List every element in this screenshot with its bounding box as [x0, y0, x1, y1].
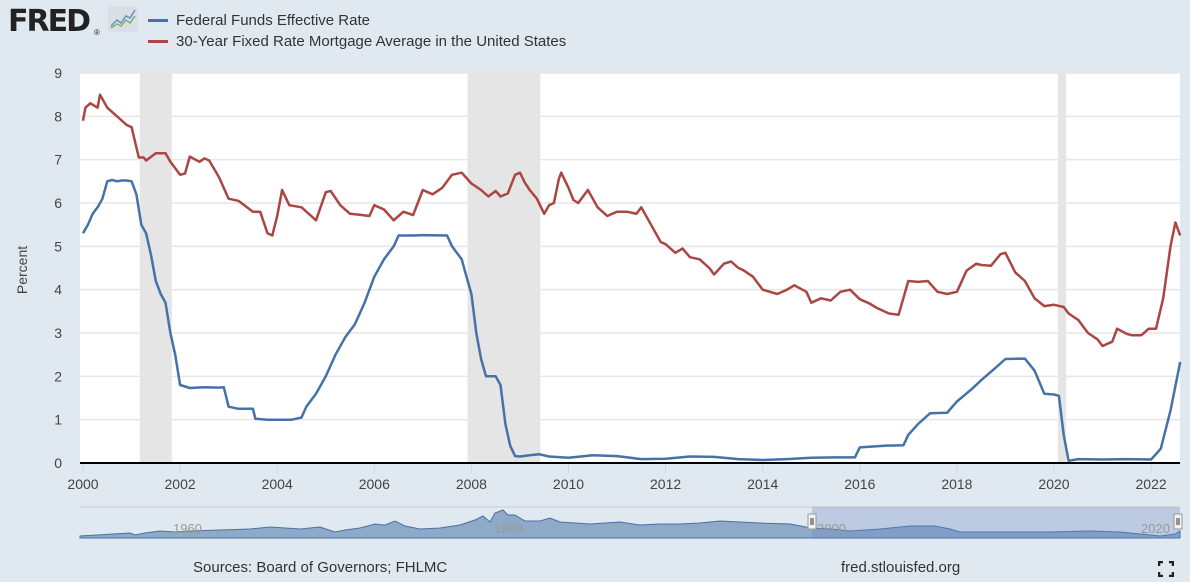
- y-tick-label: 2: [54, 368, 62, 384]
- x-tick-label: 2022: [1136, 476, 1167, 492]
- navigator-year-label: 2020: [1141, 521, 1170, 536]
- navigator-series-area: [79, 509, 1181, 539]
- navigator-year-label: 2000: [817, 521, 846, 536]
- x-tick-label: 2016: [844, 476, 875, 492]
- x-tick-label: 2018: [941, 476, 972, 492]
- legend-swatch-red: [148, 40, 168, 43]
- chart-line-icon: [108, 6, 138, 32]
- navigator-right-handle[interactable]: [1173, 513, 1183, 530]
- y-tick-label: 6: [54, 195, 62, 211]
- y-tick-label: 0: [54, 455, 62, 471]
- plot-area: [80, 73, 1180, 463]
- legend-label: Federal Funds Effective Rate: [176, 12, 370, 29]
- navigator-year-label: 1980: [494, 521, 523, 536]
- recession-band: [467, 73, 541, 463]
- legend-item-mortgage[interactable]: 30-Year Fixed Rate Mortgage Average in t…: [148, 31, 566, 52]
- fred-logo-text: FRED: [8, 4, 91, 39]
- y-tick-label: 4: [54, 282, 62, 298]
- x-tick-label: 2014: [747, 476, 778, 492]
- grid-lines: [80, 72, 1180, 421]
- x-tick-label: 2012: [650, 476, 681, 492]
- registered-mark: ®: [94, 28, 100, 37]
- y-axis-label: Percent: [14, 245, 30, 295]
- navigator[interactable]: 1960 1980 2000 2020: [79, 506, 1183, 539]
- y-tick-label: 9: [54, 65, 62, 81]
- handle-body: [1173, 513, 1183, 530]
- recession-band: [139, 73, 172, 463]
- legend-item-fed-funds[interactable]: Federal Funds Effective Rate: [148, 10, 566, 31]
- recession-band: [1057, 73, 1067, 463]
- navigator-year-label: 1960: [173, 521, 202, 536]
- x-tick-label: 2010: [553, 476, 584, 492]
- x-tick-label: 2000: [67, 476, 98, 492]
- y-tick-label: 3: [54, 325, 62, 341]
- navigator-selection: [812, 507, 1180, 538]
- recession-bands: [139, 73, 1067, 463]
- y-tick-label: 8: [54, 108, 62, 124]
- source-url[interactable]: fred.stlouisfed.org: [841, 559, 961, 576]
- series-lines: [81, 93, 1182, 463]
- fullscreen-icon[interactable]: [1158, 561, 1174, 577]
- x-tick-label: 2008: [456, 476, 487, 492]
- x-axis-ticks: 2000 2002 2004 2006 2008 2010 2012 2014 2016 2018…: [67, 463, 1167, 492]
- mortgage-line: [81, 93, 1182, 348]
- legend-swatch-blue: [148, 19, 168, 22]
- fed-funds-line: [81, 178, 1182, 463]
- x-tick-label: 2004: [262, 476, 293, 492]
- x-tick-label: 2006: [359, 476, 390, 492]
- sources-text: Sources: Board of Governors; FHLMC: [193, 559, 448, 576]
- x-tick-label: 2020: [1038, 476, 1069, 492]
- x-tick-label: 2002: [165, 476, 196, 492]
- y-tick-label: 7: [54, 152, 62, 168]
- navigator-left-handle[interactable]: [807, 513, 817, 530]
- y-axis-ticks: 0 1 2 3 4 5 6 7 8 9: [54, 65, 62, 471]
- handle-body: [807, 513, 817, 530]
- legend-label: 30-Year Fixed Rate Mortgage Average in t…: [176, 33, 567, 50]
- fred-logo: FRED: [8, 4, 91, 39]
- legend: Federal Funds Effective Rate 30-Year Fix…: [148, 10, 566, 52]
- y-tick-label: 5: [54, 238, 62, 254]
- y-tick-label: 1: [54, 412, 62, 428]
